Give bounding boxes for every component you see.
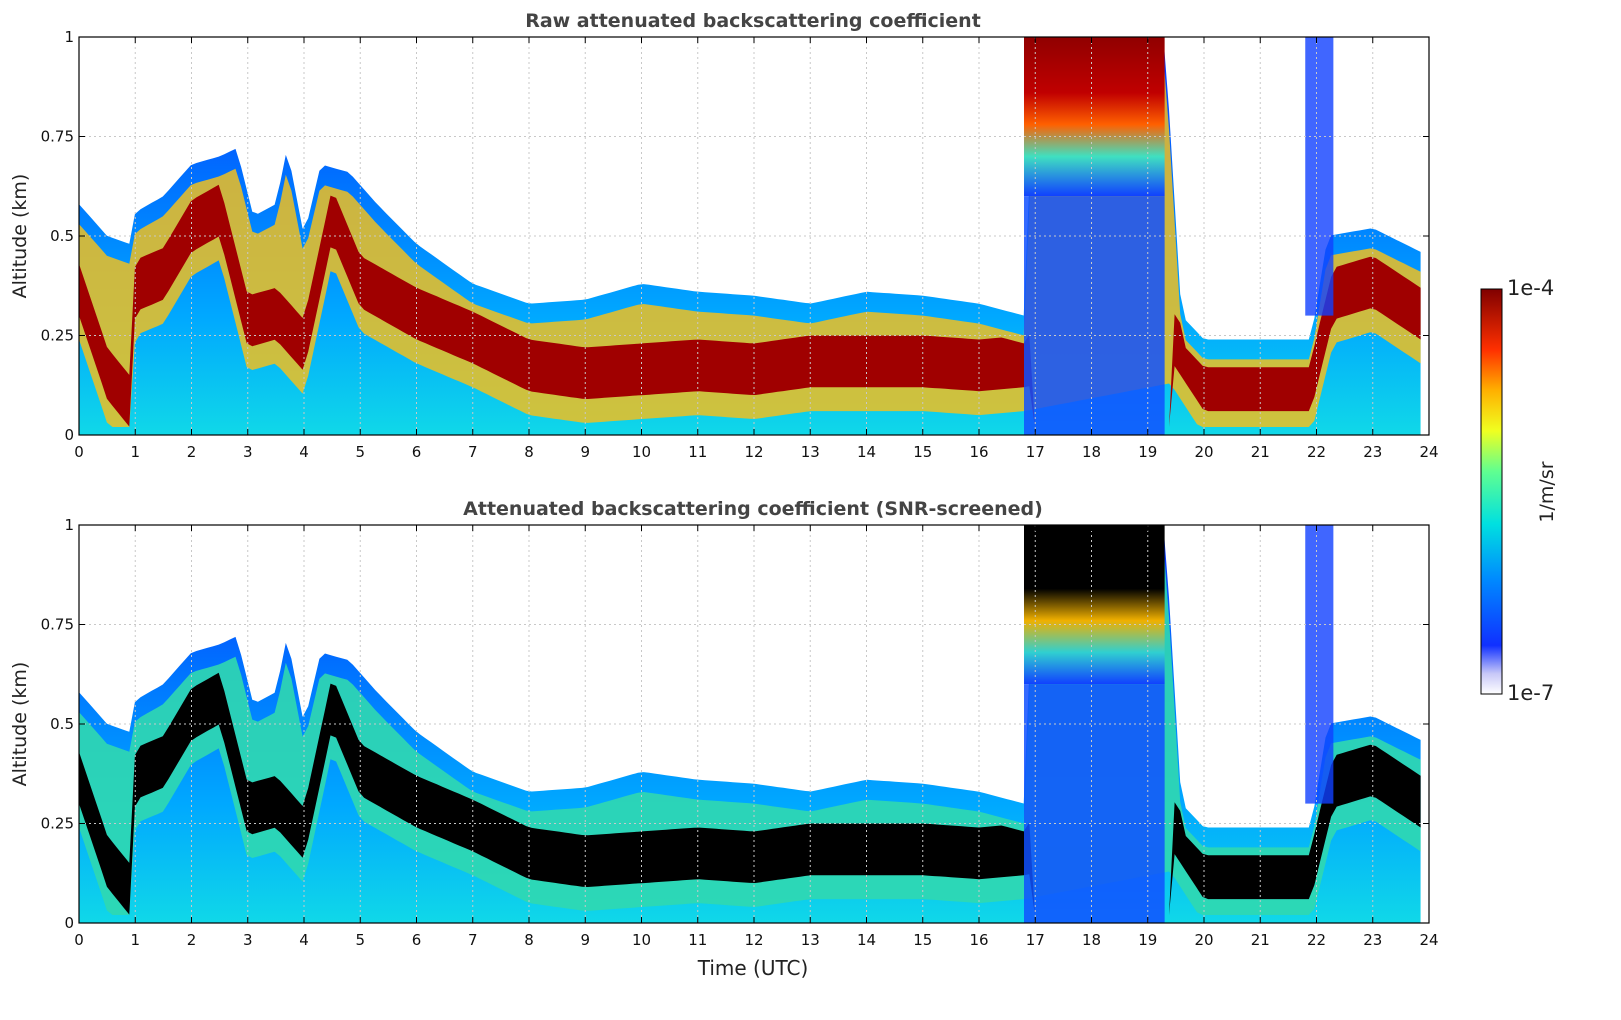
x-tick-label: 11	[688, 443, 707, 461]
y-tick-label: 0.5	[50, 715, 74, 733]
y-tick-label: 0.5	[50, 227, 74, 245]
panel-raw: Raw attenuated backscattering coefficien…	[9, 10, 1439, 461]
x-tick-label: 6	[412, 931, 422, 949]
x-tick-label: 10	[632, 931, 651, 949]
aerosol-core-band	[79, 672, 1421, 915]
x-tick-label: 7	[468, 931, 478, 949]
x-tick-label: 24	[1419, 443, 1438, 461]
x-tick-label: 24	[1419, 931, 1438, 949]
colorbar-min-label: 1e-7	[1507, 681, 1554, 705]
x-tick-label: 12	[744, 443, 763, 461]
colorbar-max-label: 1e-4	[1507, 276, 1554, 300]
y-tick-label: 0.25	[41, 327, 74, 345]
x-tick-label: 4	[299, 931, 309, 949]
x-tick-label: 13	[801, 931, 820, 949]
x-tick-label: 15	[913, 443, 932, 461]
x-tick-label: 21	[1251, 443, 1270, 461]
grid-screened	[79, 525, 1429, 923]
y-tick-label: 1	[64, 516, 74, 534]
colorbar: 1e-4 1e-7 1/m/sr	[1480, 276, 1558, 705]
x-tick-label: 5	[355, 443, 365, 461]
x-tick-label: 12	[744, 931, 763, 949]
plot-frame-raw	[78, 36, 1430, 436]
panel-screened: Attenuated backscattering coefficient (S…	[9, 498, 1439, 980]
x-tick-label: 7	[468, 443, 478, 461]
cloud-streak	[1305, 525, 1334, 804]
x-tick-label: 11	[688, 931, 707, 949]
y-tick-label: 1	[64, 28, 74, 46]
x-tick-label: 23	[1363, 443, 1382, 461]
x-tick-label: 2	[187, 443, 197, 461]
cloud-layer	[1024, 37, 1165, 197]
chart-title-screened: Attenuated backscattering coefficient (S…	[463, 498, 1043, 520]
cloud-streak	[1305, 37, 1334, 316]
colorbar-gradient	[1480, 288, 1503, 695]
colorbar-unit-label: 1/m/sr	[1536, 461, 1558, 522]
x-tick-label: 16	[969, 443, 988, 461]
x-tick-label: 19	[1138, 443, 1157, 461]
precipitation-column	[1024, 196, 1165, 435]
x-tick-label: 23	[1363, 931, 1382, 949]
x-tick-label: 8	[524, 443, 534, 461]
y-tick-label: 0.75	[41, 128, 74, 146]
x-tick-label: 18	[1082, 931, 1101, 949]
x-tick-label: 22	[1307, 443, 1326, 461]
x-tick-label: 16	[969, 931, 988, 949]
grid-raw	[79, 37, 1429, 435]
x-tick-label: 4	[299, 443, 309, 461]
x-tick-label: 0	[74, 931, 84, 949]
y-axis-label-screened: Altitude (km)	[9, 662, 31, 787]
x-tick-label: 18	[1082, 443, 1101, 461]
x-tick-label: 2	[187, 931, 197, 949]
x-tick-label: 1	[130, 443, 140, 461]
y-axis-label-raw: Altitude (km)	[9, 174, 31, 299]
aerosol-core-band	[79, 184, 1421, 427]
x-tick-label: 14	[857, 443, 876, 461]
x-tick-label: 20	[1194, 443, 1213, 461]
cloud-layer	[1024, 525, 1165, 685]
x-tick-label: 9	[580, 443, 590, 461]
x-tick-label: 6	[412, 443, 422, 461]
x-tick-label: 22	[1307, 931, 1326, 949]
chart-title-raw: Raw attenuated backscattering coefficien…	[525, 10, 981, 32]
y-tick-label: 0.25	[41, 815, 74, 833]
x-tick-label: 3	[243, 443, 253, 461]
x-tick-label: 17	[1026, 931, 1045, 949]
x-tick-label: 5	[355, 931, 365, 949]
x-tick-label: 3	[243, 931, 253, 949]
plot-frame-screened	[78, 524, 1430, 924]
x-tick-label: 17	[1026, 443, 1045, 461]
x-tick-label: 15	[913, 931, 932, 949]
x-tick-label: 1	[130, 931, 140, 949]
x-tick-label: 14	[857, 931, 876, 949]
x-axis-label: Time (UTC)	[697, 956, 809, 980]
x-tick-label: 21	[1251, 931, 1270, 949]
x-tick-label: 20	[1194, 931, 1213, 949]
x-tick-label: 0	[74, 443, 84, 461]
x-tick-label: 19	[1138, 931, 1157, 949]
precipitation-column	[1024, 684, 1165, 923]
x-tick-label: 8	[524, 931, 534, 949]
axis-ticks-screened: 0 1 2 3 4 5 6 7 8 9 10 11 12 13 14 15 16 17 18 19 20 21 22 23 24…	[41, 516, 1439, 949]
x-tick-label: 10	[632, 443, 651, 461]
y-tick-label: 0.75	[41, 616, 74, 634]
x-tick-label: 13	[801, 443, 820, 461]
y-tick-label: 0	[64, 426, 74, 444]
x-tick-label: 9	[580, 931, 590, 949]
y-tick-label: 0	[64, 914, 74, 932]
